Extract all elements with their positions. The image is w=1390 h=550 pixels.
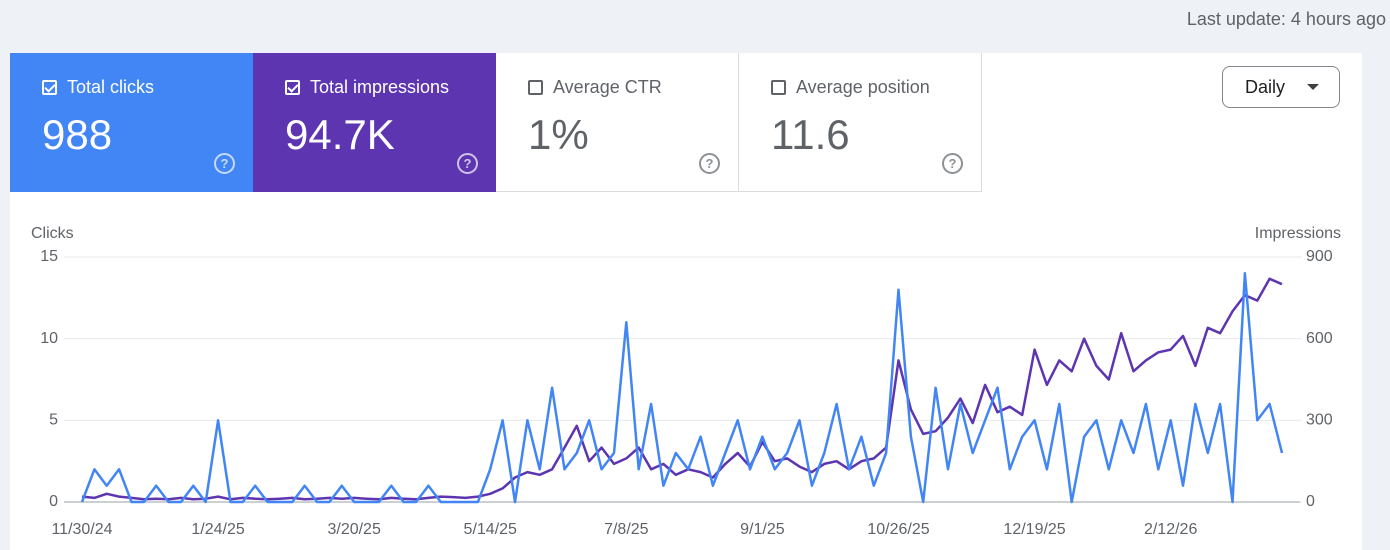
series-line	[80, 272, 1284, 504]
last-update: Last update: 4 hours ago	[1186, 9, 1386, 29]
metric-value: 94.7K	[285, 111, 395, 158]
metric-label: Total impressions	[310, 77, 450, 97]
y2-tick-label: 300	[1306, 412, 1333, 429]
y2-tick-label: 0	[1306, 493, 1315, 510]
metric-tile[interactable]: Total impressions 94.7K?	[253, 53, 496, 192]
checkbox	[42, 80, 57, 95]
metric-label-row: Average position	[771, 77, 930, 98]
help-icon[interactable]: ?	[214, 153, 235, 174]
help-icon[interactable]: ?	[457, 153, 478, 174]
y2-tick-label: 600	[1306, 330, 1333, 347]
x-tick-label: 7/8/25	[604, 521, 649, 538]
x-tick-label: 9/1/25	[740, 521, 785, 538]
checkbox	[771, 80, 786, 95]
x-tick-label: 11/30/24	[51, 521, 112, 538]
y2-tick-label: 900	[1306, 248, 1333, 265]
metric-value: 988	[42, 111, 113, 158]
period-dropdown[interactable]: Daily	[1222, 66, 1340, 108]
y-tick-label: 0	[49, 493, 58, 510]
y-tick-label: 5	[49, 412, 58, 429]
x-tick-label: 12/19/25	[1003, 521, 1065, 538]
x-tick-label: 2/12/26	[1144, 521, 1197, 538]
y-tick-label: 15	[40, 248, 58, 265]
metric-label: Average position	[796, 77, 930, 97]
help-icon[interactable]: ?	[942, 153, 963, 174]
metric-label-row: Total clicks	[42, 77, 154, 98]
metric-value: 11.6	[771, 111, 850, 158]
series-line	[81, 277, 1283, 501]
y-tick-label: 10	[40, 330, 58, 347]
x-tick-label: 10/26/25	[867, 521, 929, 538]
dropdown-label: Daily	[1245, 76, 1286, 97]
metric-label: Total clicks	[67, 77, 155, 97]
metric-value: 1%	[528, 111, 589, 158]
checkbox	[285, 80, 300, 95]
metric-tile[interactable]: Total clicks 988?	[10, 53, 253, 192]
y-axis-label: Clicks	[31, 225, 74, 242]
help-icon[interactable]: ?	[699, 153, 720, 174]
caret	[1307, 84, 1320, 90]
metric-label-row: Average CTR	[528, 77, 662, 98]
x-tick-label: 1/24/25	[191, 521, 244, 538]
y2-axis-label: Impressions	[1255, 225, 1341, 242]
x-tick-label: 5/14/25	[464, 521, 517, 538]
metric-label-row: Total impressions	[285, 77, 449, 98]
checkbox	[528, 80, 543, 95]
metric-tile[interactable]: Average position 11.6?	[739, 53, 982, 192]
metric-label: Average CTR	[553, 77, 662, 97]
x-tick-label: 3/20/25	[327, 521, 380, 538]
metric-tile[interactable]: Average CTR 1%?	[496, 53, 739, 192]
card: Daily Total clicks 988? Total impressions 9…	[10, 53, 1362, 550]
